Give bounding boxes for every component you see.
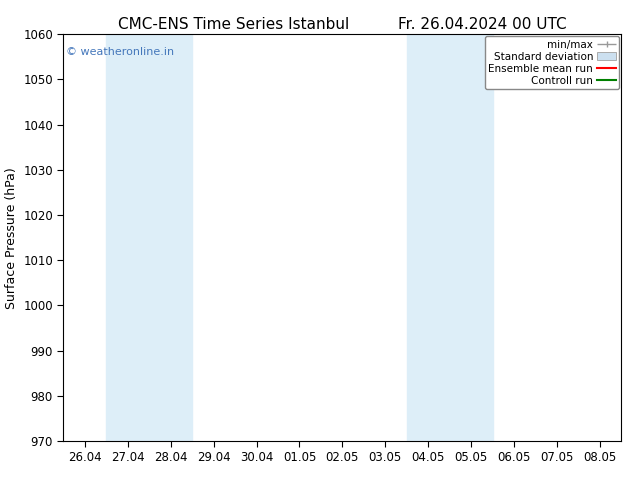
Y-axis label: Surface Pressure (hPa): Surface Pressure (hPa) [4,167,18,309]
Bar [107,34,192,441]
Text: © weatheronline.in: © weatheronline.in [66,47,174,56]
Legend: min/max, Standard deviation, Ensemble mean run, Controll run: min/max, Standard deviation, Ensemble me… [485,36,619,89]
Title: CMC-ENS Time Series Istanbul          Fr. 26.04.2024 00 UTC: CMC-ENS Time Series Istanbul Fr. 26.04.2… [118,17,567,32]
Bar [407,34,493,441]
